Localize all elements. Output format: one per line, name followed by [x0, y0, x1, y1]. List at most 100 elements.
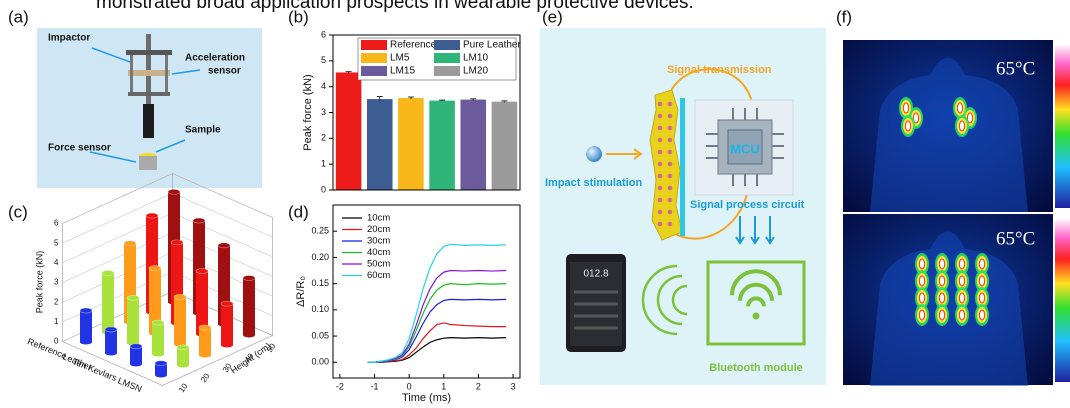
depth-tick-label: 10: [177, 381, 190, 394]
legend-label: 30cm: [367, 236, 390, 247]
y-tick-label: 6: [54, 219, 59, 228]
liquid-metal-dot: [658, 162, 663, 167]
y-tick-label: 0: [321, 184, 326, 194]
page: monstrated broad application prospects i…: [0, 0, 1070, 408]
hot-spot: [939, 259, 944, 269]
legend-swatch: [434, 66, 460, 76]
y-axis-label: Peak force (kN): [302, 74, 314, 150]
legend-swatch: [434, 53, 460, 63]
legend-label: 10cm: [367, 213, 390, 224]
cylinder-top: [218, 243, 230, 248]
bar: [336, 72, 362, 190]
panel-label: (a): [8, 7, 29, 26]
bar: [152, 323, 164, 354]
panel-label: (b): [288, 7, 309, 26]
sensor-strip: [680, 98, 685, 236]
impactor-plate: [126, 50, 172, 55]
legend-label: 40cm: [367, 247, 390, 258]
panel-label: (d): [288, 202, 309, 221]
y-tick-label: 2: [54, 297, 59, 306]
rig-label: Impactor: [48, 33, 90, 44]
phone-reading: 012.8: [583, 269, 608, 280]
bar: [105, 329, 117, 353]
temperature-label: 65°C: [996, 58, 1035, 79]
line-series: [368, 299, 507, 362]
y-tick-label: 1: [321, 159, 326, 169]
hot-spot: [919, 276, 924, 286]
bar: [221, 304, 233, 345]
diagram-label: Signal process circuit: [690, 199, 805, 211]
cylinder-top: [105, 327, 117, 332]
liquid-metal-dot: [668, 150, 673, 155]
diagram-label: Signal transmission: [667, 64, 772, 76]
back-wall: [63, 174, 273, 342]
legend-label: LM10: [463, 53, 488, 64]
rig-label: sensor: [208, 66, 241, 77]
temperature-label: 65°C: [996, 228, 1035, 249]
hot-spot: [919, 259, 924, 269]
hot-spot: [959, 310, 964, 320]
hot-spot: [939, 293, 944, 303]
y-axis-label: Peak force (kN): [34, 251, 44, 314]
mcu-label: MCU: [730, 141, 760, 156]
legend-label: LM5: [390, 53, 410, 64]
line-series: [368, 284, 507, 363]
impactor-plate: [128, 92, 170, 96]
bar: [367, 99, 393, 190]
hot-spot: [903, 103, 908, 113]
bar: [398, 98, 424, 190]
legend-label: 60cm: [367, 270, 390, 281]
cylinder-top: [168, 189, 180, 194]
legend-label: 50cm: [367, 259, 390, 270]
grid-line: [63, 233, 273, 283]
x-tick-label: -2: [336, 381, 344, 391]
rig-label: Force sensor: [48, 143, 111, 154]
y-tick-label: 3: [321, 107, 326, 117]
liquid-metal-dot: [668, 162, 673, 167]
hot-spot: [959, 259, 964, 269]
depth-axis-label: Height (cm): [229, 341, 273, 376]
hot-spot: [979, 293, 984, 303]
y-tick-label: 5: [321, 55, 326, 65]
hot-spot: [979, 259, 984, 269]
color-scale: [1055, 44, 1070, 208]
hot-spot: [959, 276, 964, 286]
hot-spot: [959, 121, 964, 131]
impactor-frame: [130, 55, 133, 95]
force-sensor: [139, 156, 157, 170]
y-tick-label: 2: [321, 133, 326, 143]
bar: [174, 297, 186, 344]
liquid-metal-dot: [668, 174, 673, 179]
impact-ball: [586, 146, 602, 162]
panel-label: (f): [836, 7, 852, 26]
bar: [199, 327, 211, 355]
y-tick-label: 1: [54, 317, 59, 326]
sensor-plate: [128, 70, 170, 76]
hot-spot: [979, 310, 984, 320]
grid-line: [63, 292, 273, 342]
liquid-metal-dot: [668, 210, 673, 215]
liquid-metal-dot: [658, 126, 663, 131]
liquid-metal-dot: [658, 138, 663, 143]
x-axis-label: Time (ms): [402, 392, 451, 404]
color-scale: [1055, 218, 1070, 382]
cylinder-top: [102, 271, 114, 276]
y-tick-label: 0.05: [311, 330, 329, 340]
caption-fragment: monstrated broad application prospects i…: [96, 0, 694, 13]
cylinder-top: [149, 266, 161, 271]
liquid-metal-dot: [658, 210, 663, 215]
x-tick-label: LMSN: [116, 375, 143, 394]
liquid-metal-dot: [668, 186, 673, 191]
x-tick-label: -1: [371, 381, 379, 391]
diagram-label: Bluetooth module: [709, 362, 803, 374]
cylinder-top: [80, 308, 92, 313]
legend-label: Reference: [390, 40, 437, 51]
y-tick-label: 0.00: [311, 357, 329, 367]
liquid-metal-dot: [668, 222, 673, 227]
liquid-metal-dot: [658, 102, 663, 107]
cylinder-top: [146, 213, 158, 218]
bar: [243, 278, 255, 335]
x-tick-label: Ten Kevlars: [71, 356, 119, 383]
cylinder-top: [177, 345, 189, 350]
grid-line: [63, 193, 273, 243]
